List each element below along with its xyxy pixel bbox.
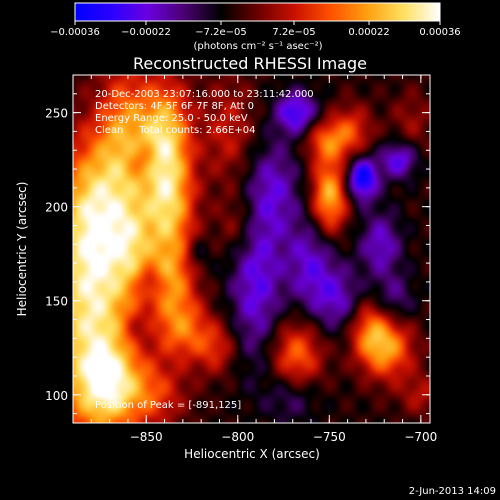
x-tick-label: −700 [404, 430, 437, 444]
footer-date: 2-Jun-2013 14:09 [409, 486, 496, 497]
y-axis-label: Heliocentric Y (arcsec) [15, 182, 29, 317]
y-tick-label: 100 [45, 389, 68, 403]
annotation-total-counts: Clean Total counts: 2.66E+04 [95, 125, 255, 136]
x-tick-label: −850 [130, 430, 163, 444]
annotation-peak-position: Position of Peak = [-891,125] [95, 400, 241, 411]
colorbar-tick-label: 7.2e−05 [272, 27, 315, 38]
colorbar-tick-label: 0.00022 [348, 27, 389, 38]
heatmap-image [73, 75, 430, 423]
colorbar-ticks: −0.00036 −0.00022 −7.2e−05 7.2e−05 0.00022 0.… [50, 21, 461, 38]
y-tick-label: 200 [45, 201, 68, 215]
annotation-time-range: 20-Dec-2003 23:07:16.000 to 23:11:42.000 [95, 89, 314, 100]
x-axis: −850 −800 −750 −700 [90, 75, 437, 444]
colorbar-tick-label: −0.00022 [121, 27, 171, 38]
annotation-energy-range: Energy Range: 25.0 - 50.0 keV [95, 113, 248, 124]
x-tick-label: −750 [313, 430, 346, 444]
annotation-detectors: Detectors: 4F 5F 6F 7F 8F, Att 0 [95, 101, 254, 112]
colorbar: −0.00036 −0.00022 −7.2e−05 7.2e−05 0.00022 0.… [50, 2, 461, 52]
x-tick-label: −800 [221, 430, 254, 444]
colorbar-tick-label: −7.2e−05 [195, 27, 247, 38]
colorbar-frame [74, 2, 441, 22]
y-tick-label: 250 [45, 107, 68, 121]
y-axis: 100 150 200 250 [45, 74, 430, 415]
y-tick-label: 150 [45, 295, 68, 309]
heatmap [73, 75, 430, 423]
colorbar-tick-label: 0.00036 [419, 27, 460, 38]
colorbar-gradient [75, 3, 440, 21]
x-axis-label: Heliocentric X (arcsec) [184, 447, 320, 461]
colorbar-unit-label: (photons cm⁻² s⁻¹ asec⁻²) [193, 41, 322, 52]
chart-title: Reconstructed RHESSI Image [133, 54, 367, 73]
plot-frame [72, 74, 431, 424]
colorbar-tick-label: −0.00036 [50, 27, 100, 38]
annotations: 20-Dec-2003 23:07:16.000 to 23:11:42.000… [95, 89, 314, 411]
